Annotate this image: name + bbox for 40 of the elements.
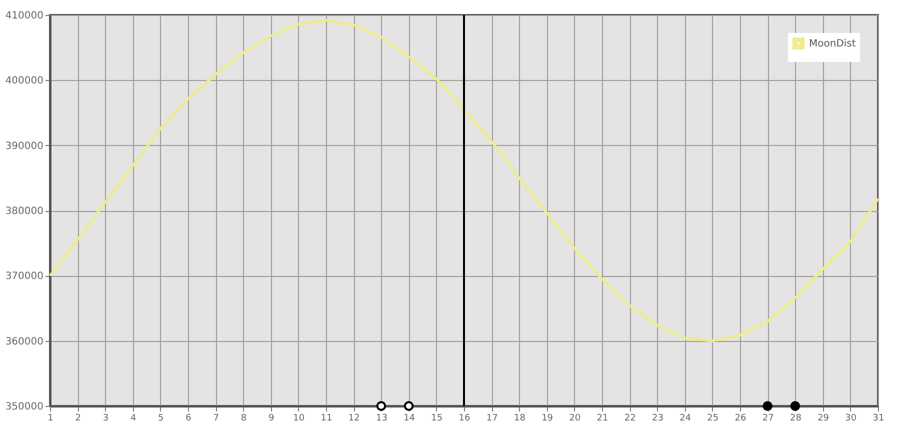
x-tick-label: 10 <box>293 414 305 424</box>
x-tick-label: 20 <box>569 414 581 424</box>
x-tick-label: 3 <box>102 414 109 424</box>
x-tick-label: 19 <box>542 414 554 424</box>
x-tick-label: 9 <box>268 414 274 424</box>
x-tick-label: 26 <box>734 414 746 424</box>
x-tick-label: 8 <box>240 414 247 424</box>
x-tick-label: 25 <box>707 414 719 424</box>
x-tick-label: 21 <box>596 414 608 424</box>
x-tick-label: 30 <box>845 414 857 424</box>
y-tick-label: 400000 <box>5 76 44 87</box>
x-tick-label: 28 <box>790 414 802 424</box>
x-tick-label: 12 <box>348 414 360 424</box>
x-tick-label: 23 <box>652 414 664 424</box>
x-tick-label: 7 <box>213 414 219 424</box>
x-tick-label: 11 <box>320 414 332 424</box>
y-tick-label: 410000 <box>5 10 44 22</box>
y-tick-label: 360000 <box>5 336 44 348</box>
x-tick-label: 1 <box>48 414 54 424</box>
y-tick-label: 350000 <box>5 402 44 412</box>
x-tick-label: 15 <box>431 414 443 424</box>
x-tick-label: 2 <box>75 414 81 424</box>
y-tick-label: 390000 <box>5 140 44 152</box>
x-tick-label: 18 <box>514 414 526 424</box>
legend-label: MoonDist <box>809 38 856 50</box>
x-tick-label: 24 <box>680 414 692 424</box>
x-tick-label: 22 <box>624 414 636 424</box>
x-tick-label: 17 <box>486 414 498 424</box>
y-tick-label: 380000 <box>5 206 44 217</box>
y-tick-label: 370000 <box>5 271 44 282</box>
x-tick-label: 6 <box>186 414 192 424</box>
line-series <box>48 18 880 342</box>
x-tick-label: 4 <box>130 414 136 424</box>
x-tick-label: 29 <box>818 414 830 424</box>
x-tick-label: 14 <box>404 414 416 424</box>
x-tick-label: 27 <box>762 414 774 424</box>
x-tick-label: 31 <box>872 414 884 424</box>
x-tick-label: 13 <box>376 414 388 424</box>
x-tick-label: 5 <box>158 414 164 424</box>
x-tick-label: 16 <box>458 414 470 424</box>
